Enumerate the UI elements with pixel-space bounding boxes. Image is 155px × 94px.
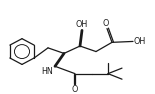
Text: O: O xyxy=(72,85,78,94)
Text: HN: HN xyxy=(41,67,53,76)
Text: OH: OH xyxy=(76,20,88,29)
Text: OH: OH xyxy=(134,37,146,46)
Text: O: O xyxy=(103,19,109,28)
